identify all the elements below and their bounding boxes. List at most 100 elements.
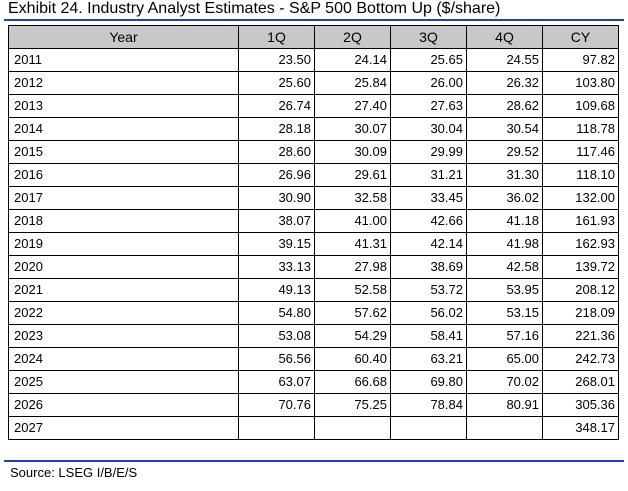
q2-cell: 32.58 [314, 186, 391, 210]
year-cell: 2013 [8, 94, 239, 118]
column-header-year: Year [8, 25, 239, 49]
q3-cell: 42.14 [390, 232, 467, 256]
q3-cell: 26.00 [390, 71, 467, 95]
q1-cell: 54.80 [238, 301, 315, 325]
q1-cell: 63.07 [238, 370, 315, 394]
cy-cell: 208.12 [542, 278, 619, 302]
q1-cell: 25.60 [238, 71, 315, 95]
cy-cell: 118.78 [542, 117, 619, 141]
q4-cell: 42.58 [466, 255, 543, 279]
q4-cell [466, 416, 543, 440]
q1-cell: 26.96 [238, 163, 315, 187]
table-row: 2024 56.56 60.40 63.21 65.00 242.73 [8, 347, 619, 371]
cy-cell: 221.36 [542, 324, 619, 348]
q4-cell: 29.52 [466, 140, 543, 164]
year-cell: 2017 [8, 186, 239, 210]
table-row: 2019 39.15 41.31 42.14 41.98 162.93 [8, 232, 619, 256]
table-row: 2018 38.07 41.00 42.66 41.18 161.93 [8, 209, 619, 233]
cy-cell: 268.01 [542, 370, 619, 394]
table-row: 2014 28.18 30.07 30.04 30.54 118.78 [8, 117, 619, 141]
q4-cell: 36.02 [466, 186, 543, 210]
column-header-2q: 2Q [314, 25, 391, 49]
table-row: 2013 26.74 27.40 27.63 28.62 109.68 [8, 94, 619, 118]
q3-cell: 25.65 [390, 48, 467, 72]
year-cell: 2020 [8, 255, 239, 279]
q1-cell: 30.90 [238, 186, 315, 210]
table-row: 2026 70.76 75.25 78.84 80.91 305.36 [8, 393, 619, 417]
q4-cell: 31.30 [466, 163, 543, 187]
year-cell: 2015 [8, 140, 239, 164]
q4-cell: 41.18 [466, 209, 543, 233]
year-cell: 2027 [8, 416, 239, 440]
table-row: 2016 26.96 29.61 31.21 31.30 118.10 [8, 163, 619, 187]
table-row: 2025 63.07 66.68 69.80 70.02 268.01 [8, 370, 619, 394]
q2-cell: 24.14 [314, 48, 391, 72]
q4-cell: 24.55 [466, 48, 543, 72]
year-cell: 2024 [8, 347, 239, 371]
q2-cell: 30.09 [314, 140, 391, 164]
q2-cell [314, 416, 391, 440]
q2-cell: 41.00 [314, 209, 391, 233]
q3-cell: 42.66 [390, 209, 467, 233]
cy-cell: 162.93 [542, 232, 619, 256]
q3-cell: 33.45 [390, 186, 467, 210]
q3-cell: 69.80 [390, 370, 467, 394]
table-row: 2021 49.13 52.58 53.72 53.95 208.12 [8, 278, 619, 302]
table-body: 2011 23.50 24.14 25.65 24.55 97.82 2012 … [8, 48, 619, 440]
year-cell: 2018 [8, 209, 239, 233]
cy-cell: 139.72 [542, 255, 619, 279]
table-row: 2015 28.60 30.09 29.99 29.52 117.46 [8, 140, 619, 164]
q4-cell: 70.02 [466, 370, 543, 394]
q1-cell: 39.15 [238, 232, 315, 256]
table-row: 2011 23.50 24.14 25.65 24.55 97.82 [8, 48, 619, 72]
q2-cell: 75.25 [314, 393, 391, 417]
q1-cell: 33.13 [238, 255, 315, 279]
cy-cell: 117.46 [542, 140, 619, 164]
q1-cell: 28.18 [238, 117, 315, 141]
table-row: 2022 54.80 57.62 56.02 53.15 218.09 [8, 301, 619, 325]
estimates-table: Year 1Q 2Q 3Q 4Q CY 2011 23.50 24.14 25.… [8, 25, 619, 440]
q4-cell: 80.91 [466, 393, 543, 417]
q4-cell: 30.54 [466, 117, 543, 141]
source-note: Source: LSEG I/B/E/S [10, 465, 138, 480]
q3-cell: 31.21 [390, 163, 467, 187]
q1-cell: 26.74 [238, 94, 315, 118]
source-divider [4, 460, 624, 462]
q4-cell: 28.62 [466, 94, 543, 118]
q1-cell: 53.08 [238, 324, 315, 348]
q2-cell: 25.84 [314, 71, 391, 95]
column-header-3q: 3Q [390, 25, 467, 49]
year-cell: 2019 [8, 232, 239, 256]
year-cell: 2011 [8, 48, 239, 72]
q1-cell [238, 416, 315, 440]
q2-cell: 60.40 [314, 347, 391, 371]
q2-cell: 27.40 [314, 94, 391, 118]
q3-cell: 58.41 [390, 324, 467, 348]
q2-cell: 66.68 [314, 370, 391, 394]
q4-cell: 57.16 [466, 324, 543, 348]
cy-cell: 161.93 [542, 209, 619, 233]
table-header-row: Year 1Q 2Q 3Q 4Q CY [8, 25, 619, 49]
q3-cell: 29.99 [390, 140, 467, 164]
table-row: 2017 30.90 32.58 33.45 36.02 132.00 [8, 186, 619, 210]
column-header-4q: 4Q [466, 25, 543, 49]
table-row: 2020 33.13 27.98 38.69 42.58 139.72 [8, 255, 619, 279]
q2-cell: 30.07 [314, 117, 391, 141]
table-row: 2012 25.60 25.84 26.00 26.32 103.80 [8, 71, 619, 95]
table-row: 2023 53.08 54.29 58.41 57.16 221.36 [8, 324, 619, 348]
q3-cell: 30.04 [390, 117, 467, 141]
year-cell: 2012 [8, 71, 239, 95]
exhibit-title: Exhibit 24. Industry Analyst Estimates -… [8, 0, 501, 17]
q2-cell: 29.61 [314, 163, 391, 187]
q3-cell [390, 416, 467, 440]
q4-cell: 65.00 [466, 347, 543, 371]
cy-cell: 218.09 [542, 301, 619, 325]
year-cell: 2021 [8, 278, 239, 302]
q2-cell: 27.98 [314, 255, 391, 279]
q1-cell: 38.07 [238, 209, 315, 233]
column-header-cy: CY [542, 25, 619, 49]
cy-cell: 305.36 [542, 393, 619, 417]
cy-cell: 103.80 [542, 71, 619, 95]
q1-cell: 70.76 [238, 393, 315, 417]
q3-cell: 38.69 [390, 255, 467, 279]
